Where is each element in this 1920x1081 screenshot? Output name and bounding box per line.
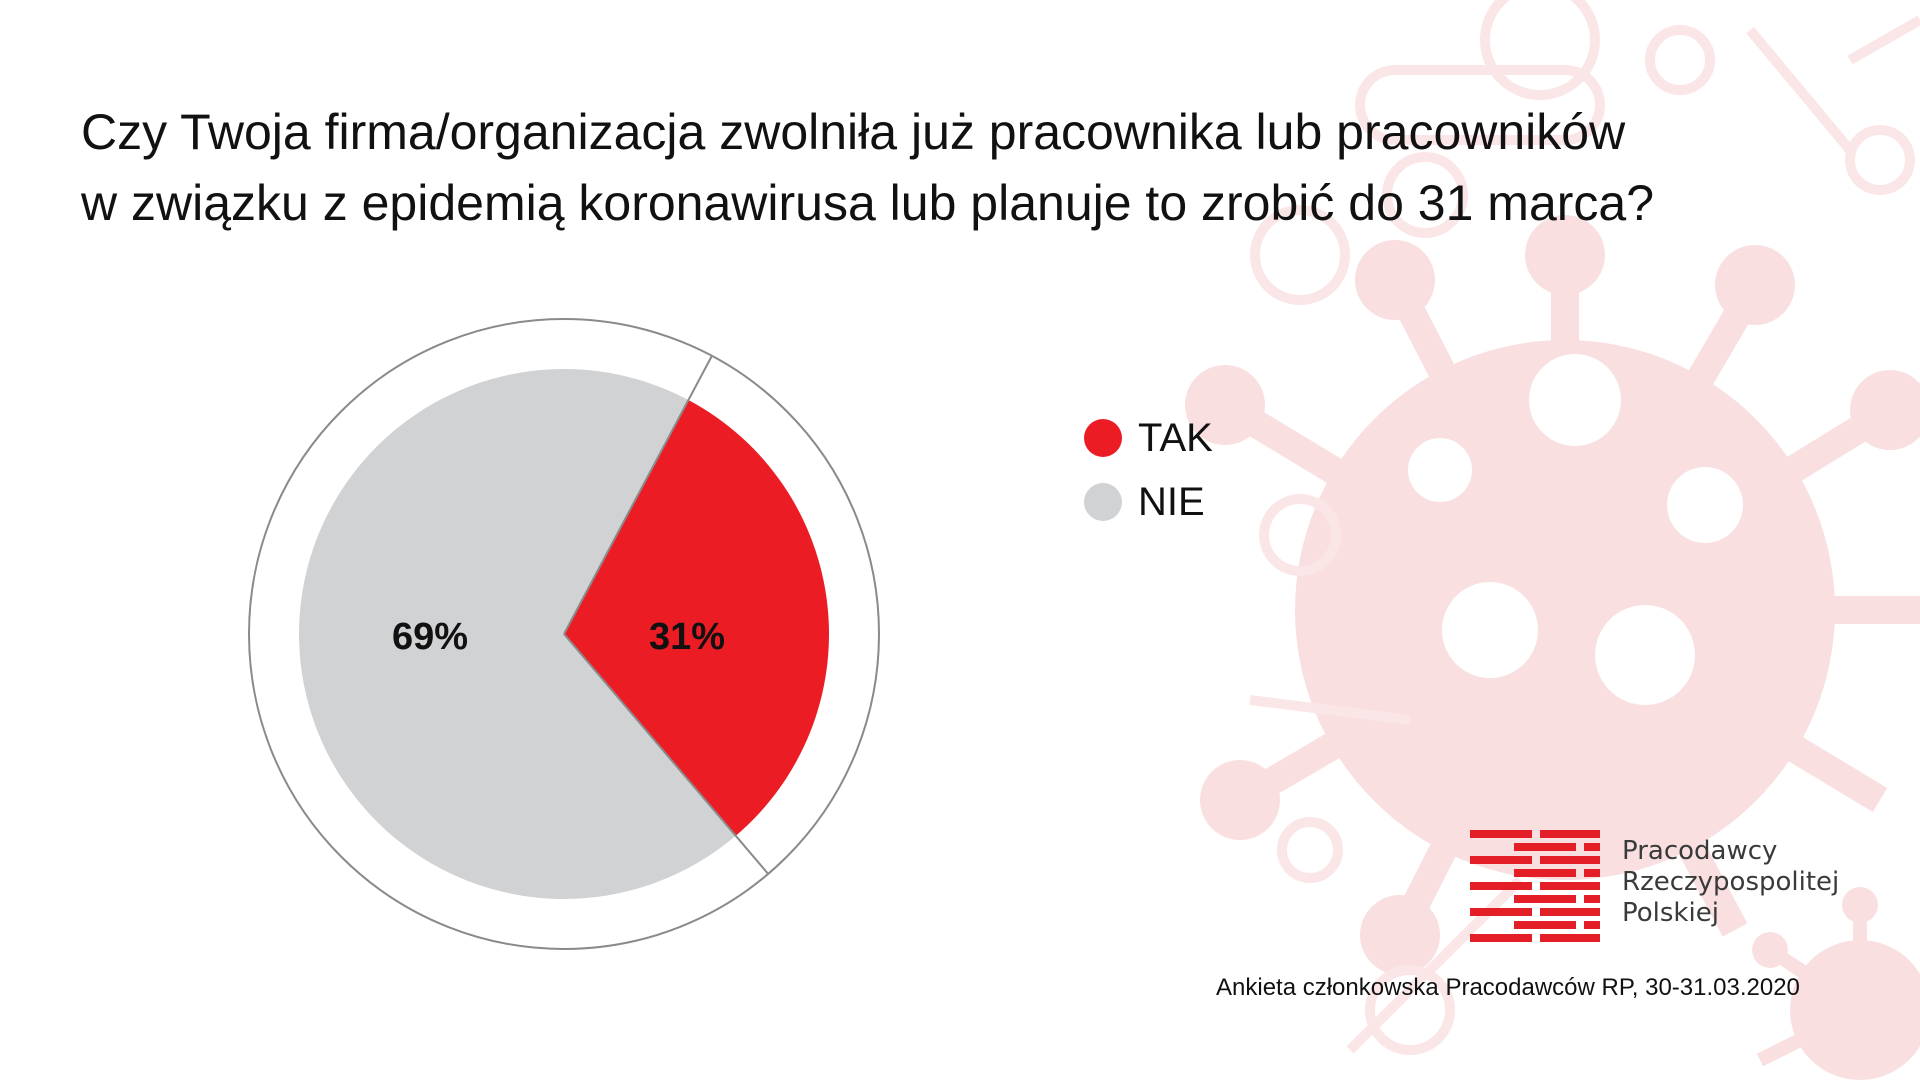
page-title: Czy Twoja firma/organizacja zwolniła już… [81, 97, 1781, 239]
legend-swatch-tak [1084, 419, 1122, 457]
legend-swatch-nie [1084, 483, 1122, 521]
pie-chart: 31% 69% [248, 318, 880, 950]
title-line-1: Czy Twoja firma/organizacja zwolniła już… [81, 104, 1626, 160]
pie-slice-tak [564, 400, 830, 836]
title-line-2: w związku z epidemią koronawirusa lub pl… [81, 175, 1655, 231]
pracodawcy-rp-logo-mark-icon [1470, 830, 1600, 942]
logo-stripe [1514, 921, 1576, 929]
chart-legend: TAK NIE [1084, 406, 1213, 534]
small-virus-icon [1752, 887, 1920, 1080]
logo-text: Pracodawcy Rzeczypospolitej Polskiej [1622, 836, 1839, 929]
data-label-nie: 69% [392, 616, 468, 658]
legend-item-nie: NIE [1084, 470, 1213, 534]
logo-stripe [1584, 869, 1600, 877]
pie-separator-line-2 [563, 633, 769, 875]
logo-stripe [1540, 882, 1600, 890]
legend-label-nie: NIE [1138, 479, 1205, 524]
pie-slice-nie [299, 368, 736, 899]
pracodawcy-rp-logo: Pracodawcy Rzeczypospolitej Polskiej [1470, 830, 1890, 950]
source-note: Ankieta członkowska Pracodawców RP, 30-3… [1216, 974, 1800, 1001]
legend-label-tak: TAK [1138, 415, 1213, 460]
logo-stripe [1540, 908, 1600, 916]
logo-stripe [1584, 895, 1600, 903]
logo-stripe [1584, 921, 1600, 929]
legend-item-tak: TAK [1084, 406, 1213, 470]
virus-illustration-icon [1185, 215, 1920, 975]
pie-outer-ring [248, 318, 880, 950]
logo-stripe [1470, 908, 1532, 916]
logo-text-line-2: Rzeczypospolitej [1622, 867, 1840, 897]
logo-text-line-3: Polskiej [1622, 898, 1719, 928]
pie-separator-line-1 [563, 355, 713, 635]
logo-stripe [1470, 934, 1532, 942]
logo-stripe [1584, 843, 1600, 851]
logo-stripe [1470, 882, 1532, 890]
logo-stripe [1514, 843, 1576, 851]
logo-stripe [1514, 895, 1576, 903]
logo-stripe [1514, 869, 1576, 877]
logo-stripe [1540, 934, 1600, 942]
logo-stripe [1540, 830, 1600, 838]
logo-stripe [1470, 830, 1532, 838]
logo-stripe [1540, 856, 1600, 864]
logo-stripe [1470, 856, 1532, 864]
data-label-tak: 31% [649, 616, 725, 658]
logo-text-line-1: Pracodawcy [1622, 836, 1778, 866]
